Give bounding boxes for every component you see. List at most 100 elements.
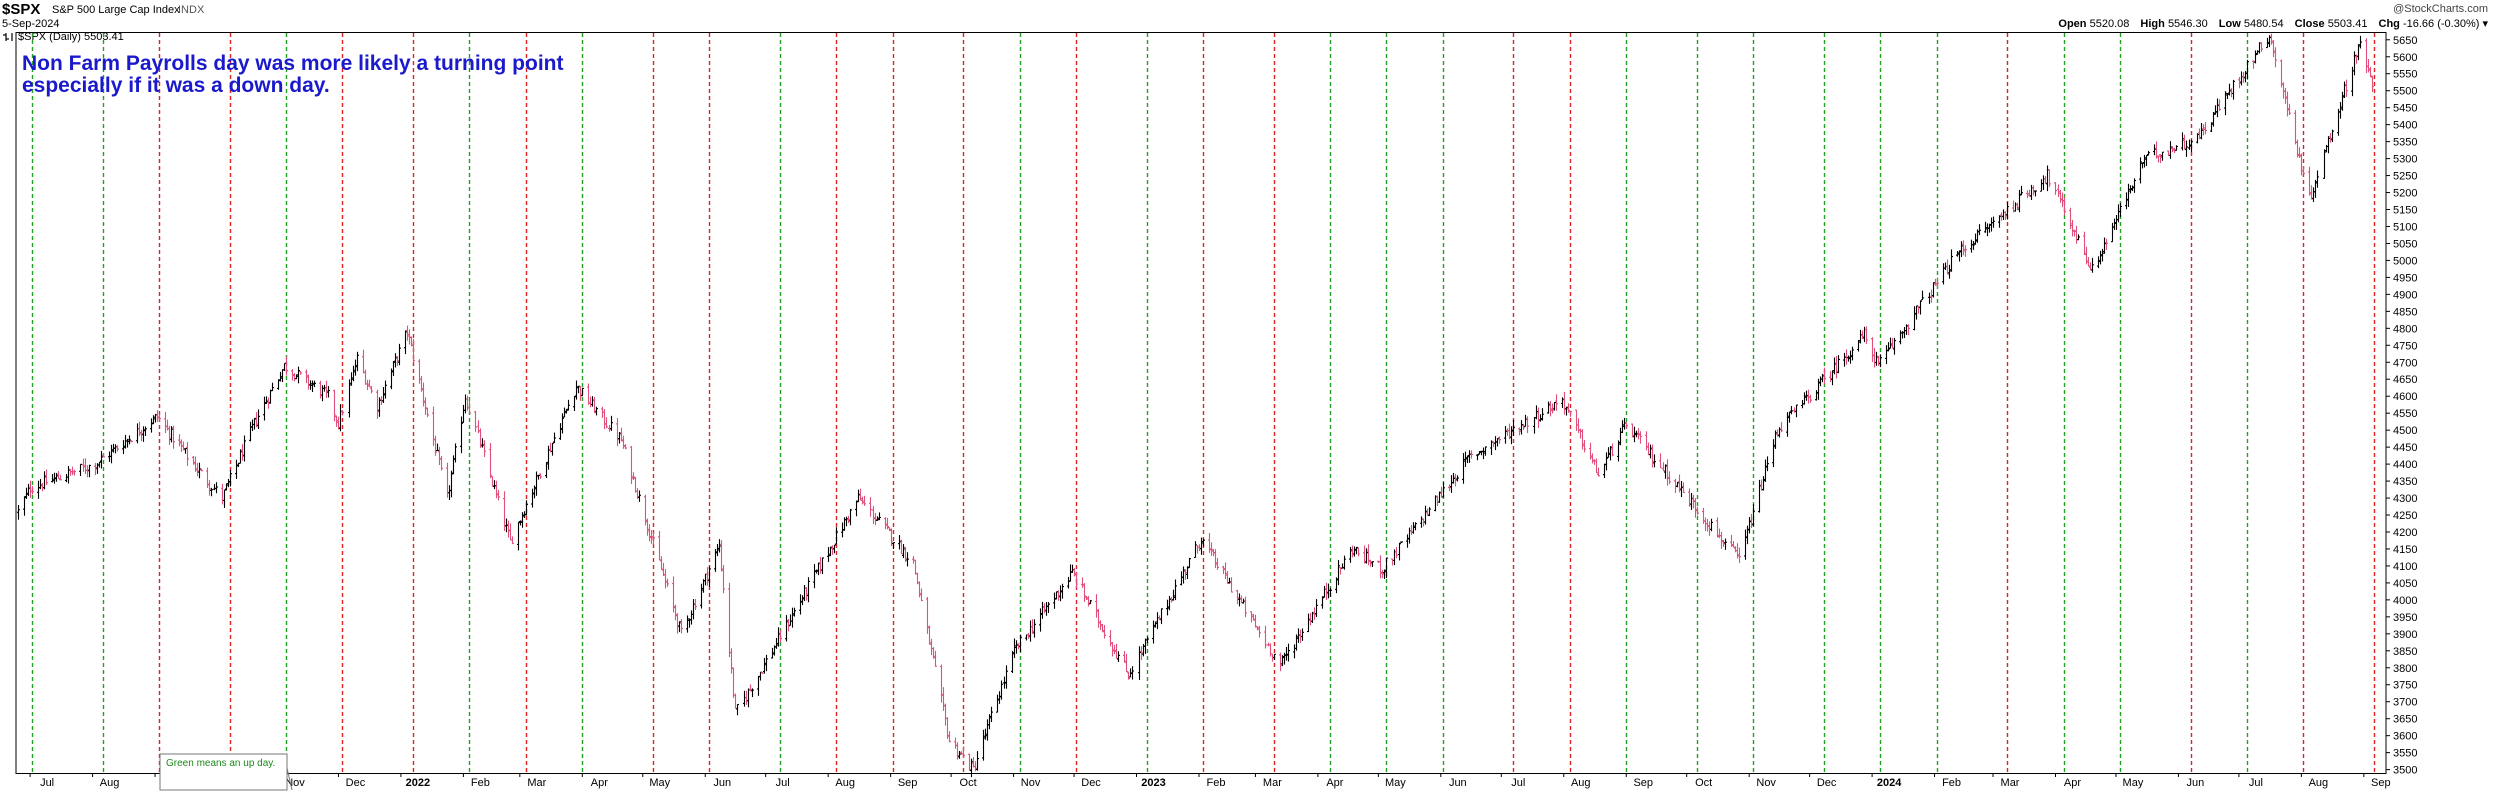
price-bar-up xyxy=(906,552,909,567)
price-bar-down xyxy=(1668,471,1671,485)
price-bar-up xyxy=(716,544,719,557)
price-bar-down xyxy=(932,647,935,659)
y-tick-label: 5000 xyxy=(2393,255,2417,267)
price-bar-down xyxy=(1666,459,1669,486)
price-bar-up xyxy=(1321,596,1324,609)
price-bar-down xyxy=(636,488,639,500)
price-bar-down xyxy=(73,469,76,476)
price-bar-up xyxy=(1412,522,1415,534)
y-tick-label: 4550 xyxy=(2393,408,2417,420)
price-bar-down xyxy=(426,407,429,418)
price-bar-up xyxy=(390,368,393,390)
price-bar-up xyxy=(398,343,401,366)
price-bar-up xyxy=(857,489,860,503)
price-bar-down xyxy=(1250,611,1253,623)
price-bar-up xyxy=(763,657,766,674)
note-text: Green means an up day. xyxy=(166,758,275,769)
price-bar-up xyxy=(1188,557,1191,569)
price-bar-down xyxy=(396,356,399,366)
price-bar-down xyxy=(31,486,34,495)
price-bar-up xyxy=(1129,668,1132,678)
price-bar-up xyxy=(1138,646,1141,681)
price-bar-down xyxy=(489,443,492,479)
price-bar-down xyxy=(1454,473,1457,487)
y-tick-label: 5500 xyxy=(2393,86,2417,98)
x-tick-label: Jun xyxy=(1449,777,1467,789)
price-bar-up xyxy=(1131,666,1134,680)
x-tick-label: Mar xyxy=(2001,777,2020,789)
price-bar-down xyxy=(1252,613,1255,621)
price-bar-down xyxy=(408,329,411,345)
price-bar-up xyxy=(984,728,987,740)
price-bar-up xyxy=(785,615,788,642)
y-tick-label: 4800 xyxy=(2393,323,2417,335)
price-bar-up xyxy=(1609,446,1612,461)
y-tick-label: 4100 xyxy=(2393,561,2417,573)
x-tick-label: Oct xyxy=(960,777,977,789)
price-bar-up xyxy=(1059,585,1062,602)
y-tick-label: 5600 xyxy=(2393,52,2417,64)
price-bar-down xyxy=(805,587,808,601)
x-tick-label: Nov xyxy=(1021,777,1041,789)
price-bar-up xyxy=(1343,555,1346,570)
price-bar-down xyxy=(1426,508,1429,516)
price-bar-up xyxy=(553,432,556,444)
price-bar-up xyxy=(1200,537,1203,555)
price-bar-down xyxy=(622,435,625,449)
price-bar-up xyxy=(791,607,794,628)
price-bar-down xyxy=(1222,565,1225,574)
price-bar-up xyxy=(350,372,353,386)
price-bar-down xyxy=(1073,567,1076,577)
price-bar-down xyxy=(539,473,542,479)
x-tick-label: Jun xyxy=(2187,777,2205,789)
x-tick-label: Jul xyxy=(2249,777,2263,789)
price-bar-up xyxy=(152,415,155,425)
price-bar-up xyxy=(1496,438,1499,447)
price-bar-up xyxy=(436,443,439,452)
price-bar-up xyxy=(1442,482,1445,498)
price-bar-down xyxy=(730,648,733,674)
price-bar-up xyxy=(1281,655,1284,667)
price-bar-down xyxy=(1716,517,1719,538)
y-tick-label: 5300 xyxy=(2393,154,2417,166)
price-bar-up xyxy=(1535,405,1538,420)
price-bar-up xyxy=(700,583,703,609)
price-bar-up xyxy=(1653,454,1656,468)
price-bar-up xyxy=(573,396,576,412)
price-bar-down xyxy=(1325,582,1328,600)
price-bar-down xyxy=(192,455,195,465)
price-bar-up xyxy=(382,387,385,403)
price-bar-up xyxy=(849,508,852,526)
price-bar-down xyxy=(1184,569,1187,580)
price-bar-down xyxy=(1244,596,1247,618)
price-bar-down xyxy=(680,619,683,634)
price-bar-down xyxy=(1498,436,1501,444)
dropdown-caret-icon: ▾ xyxy=(2482,18,2488,30)
chart-date: 5-Sep-2024 xyxy=(2,18,60,30)
price-bar-up xyxy=(835,527,838,545)
price-bar-up xyxy=(1337,559,1340,586)
y-tick-label: 4950 xyxy=(2393,272,2417,284)
price-bar-up xyxy=(253,417,256,430)
price-bar-down xyxy=(918,581,921,598)
price-bar-up xyxy=(996,694,999,713)
chart-header: $SPX S&P 500 Large Cap Index INDX 5-Sep-… xyxy=(2,1,2488,43)
price-bar-down xyxy=(674,604,677,621)
y-tick-label: 4000 xyxy=(2393,595,2417,607)
x-tick-label: Sep xyxy=(898,777,918,789)
price-bar-up xyxy=(638,490,641,502)
y-tick-label: 3500 xyxy=(2393,765,2417,777)
price-bar-up xyxy=(1748,517,1751,534)
price-bar-up xyxy=(1047,602,1050,613)
price-bar-up xyxy=(227,478,230,488)
price-bar-up xyxy=(1607,447,1610,458)
price-bar-down xyxy=(1555,394,1558,411)
x-tick-label: Apr xyxy=(591,777,608,789)
price-bar-up xyxy=(223,489,226,508)
price-bar-up xyxy=(215,482,218,494)
price-bar-up xyxy=(352,365,355,382)
y-tick-label: 3950 xyxy=(2393,612,2417,624)
price-bar-down xyxy=(974,761,977,772)
price-bar-down xyxy=(1448,484,1451,492)
price-bar-down xyxy=(241,444,244,461)
